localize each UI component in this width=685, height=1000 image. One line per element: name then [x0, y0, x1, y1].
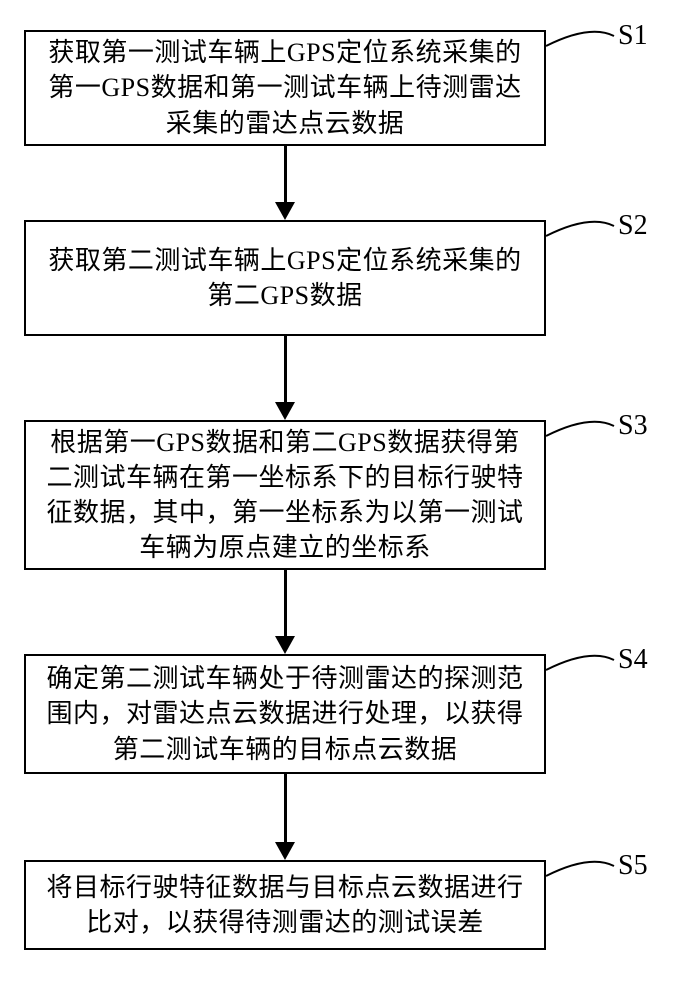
connector-curve-s1 [0, 0, 685, 1000]
flowchart-canvas: 获取第一测试车辆上GPS定位系统采集的第一GPS数据和第一测试车辆上待测雷达采集… [0, 0, 685, 1000]
